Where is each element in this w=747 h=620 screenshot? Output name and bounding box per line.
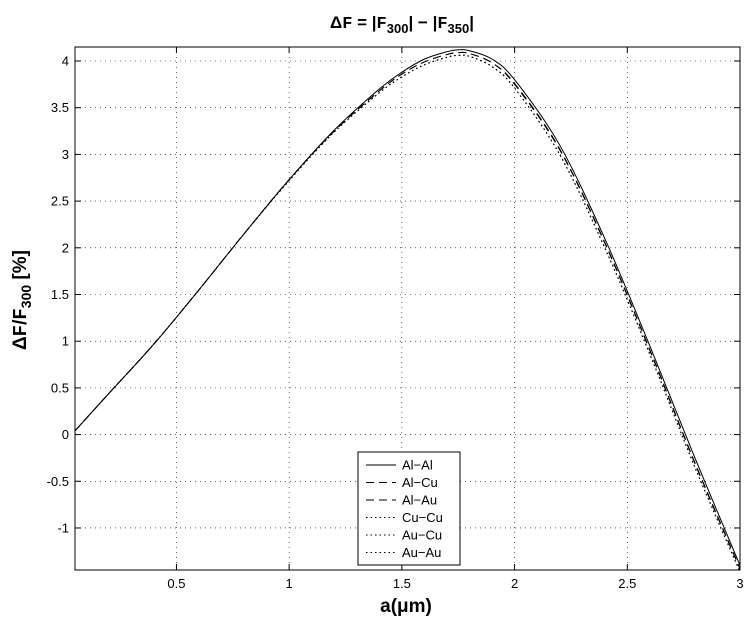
series-lines [74, 49, 741, 573]
legend-label: Au−Au [402, 545, 441, 560]
plot-frame [74, 46, 741, 571]
x-tick-label: 0.5 [167, 576, 185, 591]
y-tick-label: 3 [62, 147, 69, 162]
y-tick-label: 2.5 [51, 194, 69, 209]
legend-label: Al−Au [402, 493, 437, 508]
y-tick-label: 1.5 [51, 287, 69, 302]
x-tick-label: 1 [286, 576, 293, 591]
y-tick-label: 0 [62, 427, 69, 442]
series-line-au-au [74, 54, 741, 573]
y-tick-label: -0.5 [47, 474, 69, 489]
chart-title: ΔF = |F300| − |F350| [330, 13, 474, 36]
y-axis-label: ΔF/F300 [%] [10, 250, 34, 350]
x-axis-label: a(μm) [380, 596, 432, 617]
grid [75, 47, 741, 570]
y-tick-label: -1 [57, 520, 69, 535]
legend: Al−Al Al−Cu Al−Au Cu−Cu Au−Cu Au−Au [357, 451, 461, 566]
legend-label: Al−Cu [402, 475, 438, 490]
legend-box [357, 451, 461, 566]
legend-label: Al−Al [402, 458, 433, 473]
legend-label: Cu−Cu [402, 510, 443, 525]
x-tick-label: 3 [736, 576, 743, 591]
tick-labels: 0.5 1 1.5 2 2.5 3 -1 -0.5 0 0.5 1 1.5 2 2.5 3 3.5 4 [47, 54, 744, 591]
x-tick-label: 2 [511, 576, 518, 591]
y-tick-label: 4 [62, 54, 69, 69]
series-line-al-au [74, 51, 741, 570]
legend-label: Au−Cu [402, 528, 442, 543]
y-tick-label: 3.5 [51, 100, 69, 115]
x-tick-label: 2.5 [618, 576, 636, 591]
y-tick-label: 0.5 [51, 380, 69, 395]
y-tick-label: 1 [62, 334, 69, 349]
y-tick-label: 2 [62, 240, 69, 255]
x-tick-label: 1.5 [393, 576, 411, 591]
